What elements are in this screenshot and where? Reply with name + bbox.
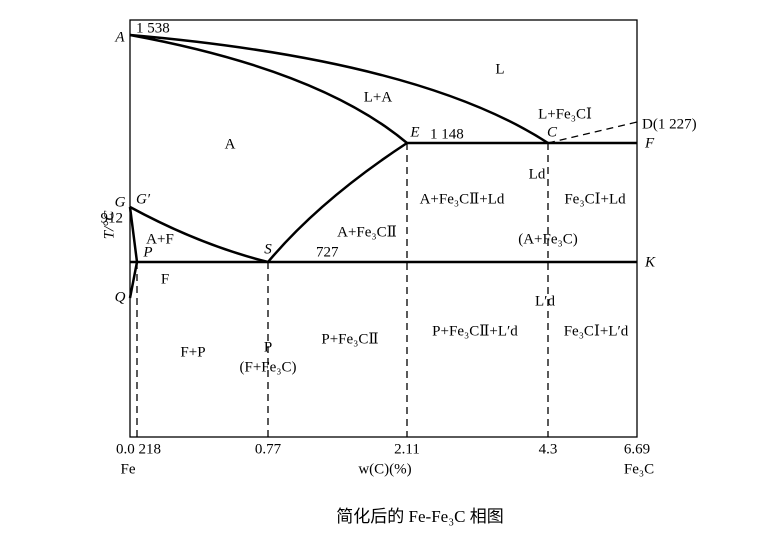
point-label: E	[409, 124, 419, 140]
point-label: G′	[136, 191, 151, 207]
x-tick-label: 4.3	[539, 441, 558, 457]
phase-label: Fe₃CⅠ+Ld	[564, 191, 626, 207]
x-tick-label: 2.11	[394, 441, 420, 457]
x-tick-label: 0.77	[255, 441, 282, 457]
point-label: A	[114, 29, 125, 45]
line-es	[267, 141, 408, 263]
liquidus-ac	[129, 33, 549, 145]
y-axis-label: T/°C	[101, 210, 117, 240]
axis-end-label: Fe	[121, 461, 136, 477]
phase-label: Ld	[529, 166, 546, 182]
phase-label: A	[225, 136, 236, 152]
temp-label: 912	[101, 210, 124, 226]
phase-label: L′d	[535, 293, 555, 309]
phase-label: (A+Fe₃C)	[518, 231, 578, 247]
temp-label: 1 148	[430, 126, 464, 142]
phase-label: Fe₃CⅠ+L′d	[564, 323, 629, 339]
x-tick-label: 0.0 218	[116, 441, 161, 457]
phase-label: (F+Fe₃C)	[239, 359, 296, 375]
phase-label: P	[264, 339, 272, 355]
phase-label: P+Fe₃CⅡ+L′d	[432, 323, 518, 339]
frame	[129, 19, 638, 438]
point-label: K	[644, 254, 656, 270]
temp-label: 727	[316, 244, 339, 260]
temp-label: 1 538	[136, 20, 170, 36]
caption: 简化后的 Fe-Fe₃C 相图	[336, 507, 503, 526]
line-cd	[547, 121, 638, 144]
line-gpq	[128, 206, 139, 299]
axis-end-label: Fe₃C	[624, 461, 654, 477]
solidus-ae	[129, 33, 408, 144]
phase-label: L	[495, 61, 504, 77]
phase-label: A+F	[146, 231, 174, 247]
point-label: S	[264, 241, 272, 257]
point-label: C	[547, 124, 558, 140]
x-axis-label: w(C)(%)	[358, 461, 411, 477]
point-label: P	[142, 244, 152, 260]
point-label: G	[115, 194, 126, 210]
phase-label: L+Fe₃CⅠ	[538, 106, 592, 122]
phase-label: A+Fe₃CⅡ+Ld	[420, 191, 505, 207]
phase-label: L+A	[364, 89, 393, 105]
point-label: Q	[115, 289, 126, 305]
line-gs	[129, 205, 269, 264]
point-label: F	[644, 135, 655, 151]
phase-label: F	[161, 271, 169, 287]
point-label: D(1 227)	[642, 116, 697, 132]
x-tick-label: 6.69	[624, 441, 650, 457]
phase-label: A+Fe₃CⅡ	[337, 224, 397, 240]
phase-label: F+P	[180, 344, 205, 360]
phase-label: P+Fe₃CⅡ	[321, 331, 378, 347]
